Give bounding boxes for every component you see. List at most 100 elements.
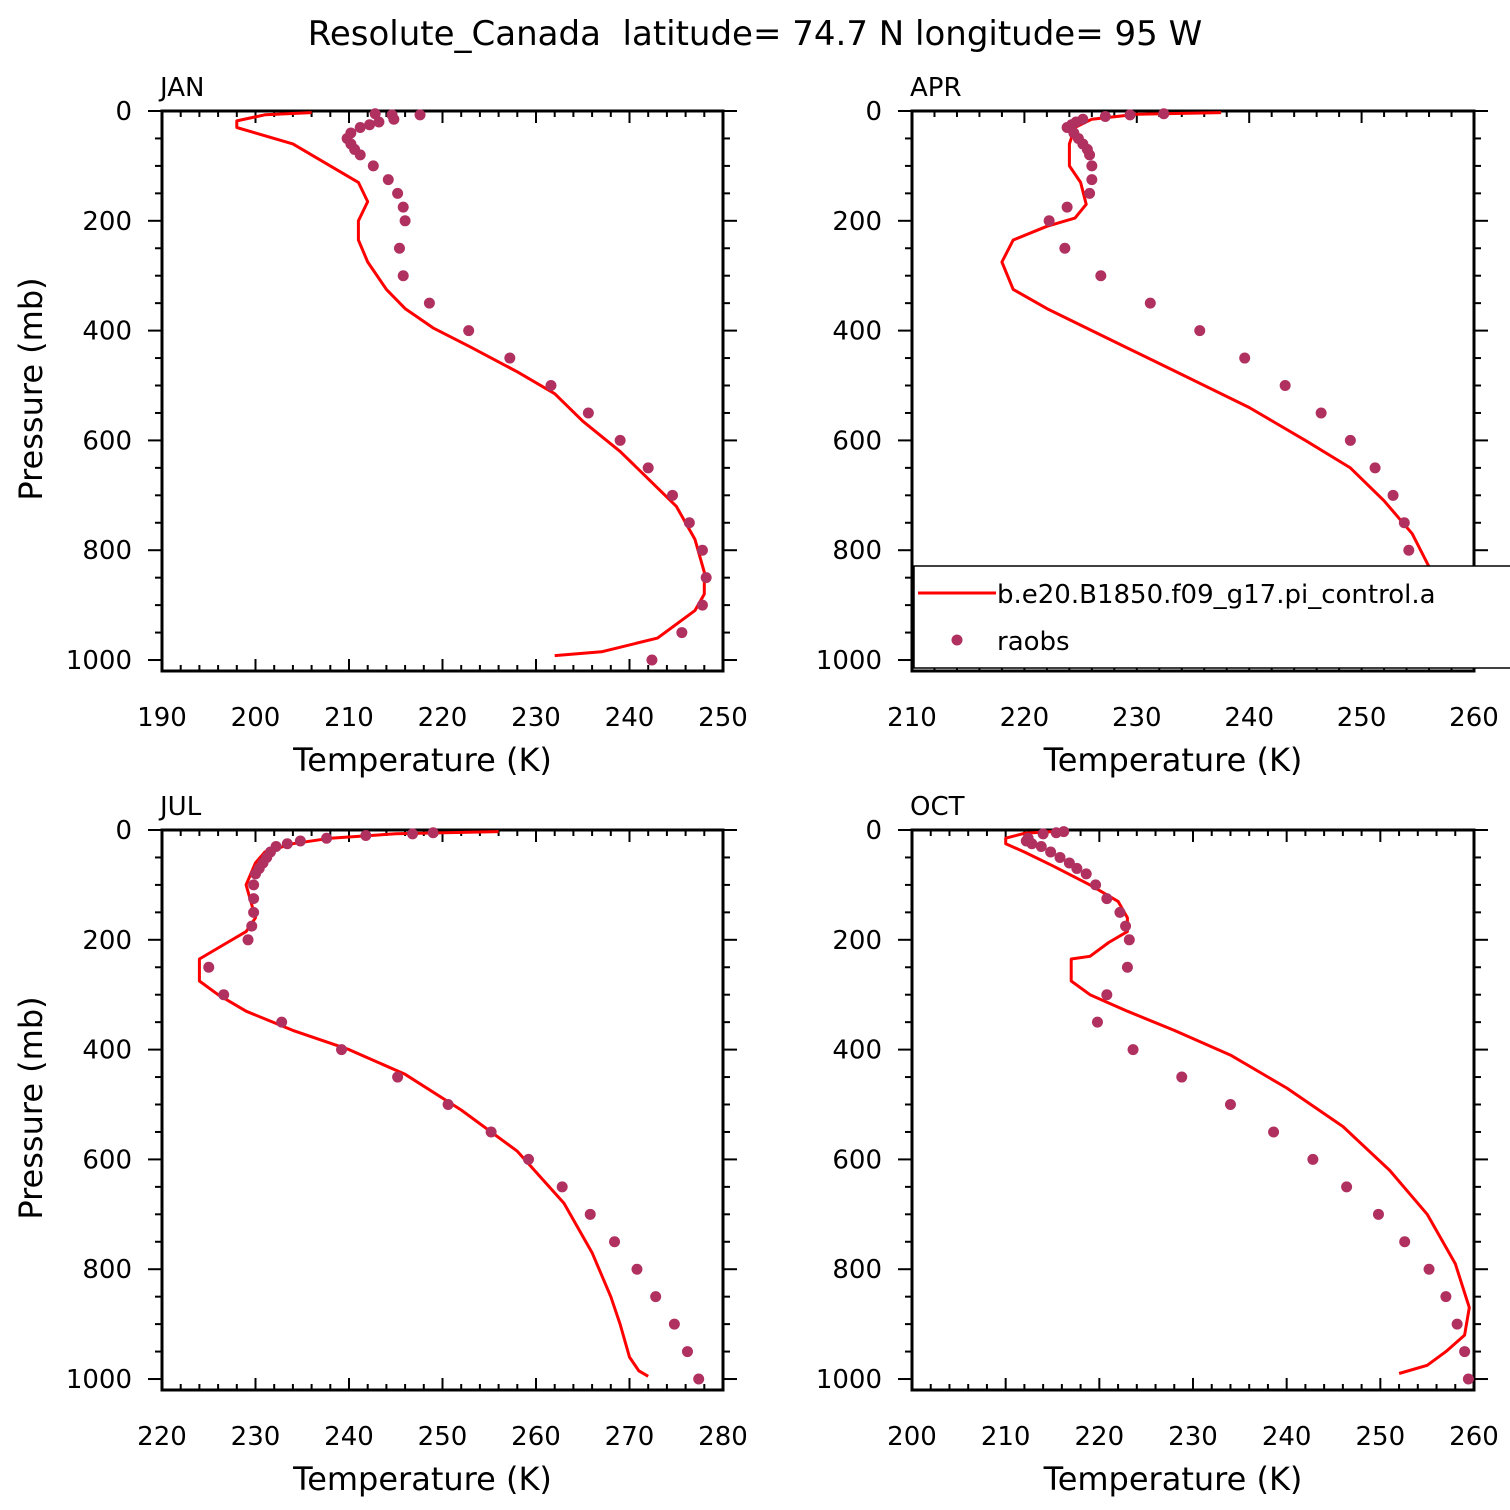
raobs-point bbox=[1398, 517, 1410, 529]
raobs-point bbox=[1045, 846, 1057, 858]
raobs-point bbox=[1268, 1126, 1280, 1138]
raobs-point bbox=[609, 1236, 621, 1248]
raobs-point bbox=[250, 868, 261, 880]
raobs-point bbox=[336, 1044, 348, 1056]
x-tick-label: 230 bbox=[1168, 1422, 1218, 1452]
y-tick-label: 0 bbox=[115, 97, 132, 127]
raobs-point bbox=[407, 828, 419, 840]
y-tick-label: 0 bbox=[865, 816, 882, 846]
model-profile-line bbox=[235, 111, 706, 658]
raobs-point bbox=[218, 989, 230, 1001]
raobs-point bbox=[1315, 407, 1327, 419]
legend-label-model: b.e20.B1850.f09_g17.pi_control.a bbox=[997, 580, 1436, 610]
raobs-point bbox=[1101, 893, 1113, 905]
x-tick-label: 270 bbox=[605, 1422, 655, 1452]
raobs-point bbox=[463, 325, 475, 337]
raobs-point bbox=[1372, 1208, 1384, 1220]
raobs-point bbox=[1091, 1016, 1103, 1028]
raobs-point bbox=[1224, 1099, 1236, 1111]
y-tick-label: 200 bbox=[82, 926, 132, 956]
x-tick-label: 260 bbox=[1449, 703, 1499, 733]
legend-marker-swatch bbox=[951, 634, 963, 646]
raobs-point bbox=[246, 920, 258, 932]
y-tick-label: 400 bbox=[832, 1036, 882, 1066]
raobs-point bbox=[523, 1153, 535, 1165]
plot-frame bbox=[160, 109, 725, 673]
raobs-point bbox=[1059, 242, 1071, 254]
raobs-point bbox=[1123, 934, 1135, 946]
x-tick-label: 250 bbox=[1337, 703, 1387, 733]
raobs-point bbox=[1144, 297, 1156, 309]
raobs-point bbox=[504, 352, 516, 364]
x-tick-label: 250 bbox=[418, 1422, 468, 1452]
raobs-point bbox=[1127, 1044, 1139, 1056]
x-tick-label: 260 bbox=[511, 1422, 561, 1452]
raobs-point bbox=[545, 380, 557, 392]
raobs-point bbox=[442, 1099, 454, 1111]
y-tick-label: 600 bbox=[82, 426, 132, 456]
raobs-point bbox=[1451, 1318, 1463, 1330]
raobs-point bbox=[1369, 462, 1381, 474]
x-axis-label: Temperature (K) bbox=[292, 1460, 552, 1498]
raobs-point bbox=[367, 160, 379, 172]
model-profile-line bbox=[197, 830, 649, 1378]
y-tick-label: 400 bbox=[832, 317, 882, 347]
raobs-point bbox=[294, 835, 306, 847]
x-tick-label: 280 bbox=[698, 1422, 748, 1452]
panel-jan: JAN 190 200 210 220 230 240 250 0 200 400 600 800 100… bbox=[12, 73, 748, 779]
raobs-point bbox=[1101, 989, 1113, 1001]
raobs-point bbox=[392, 187, 404, 199]
raobs-point bbox=[696, 544, 708, 556]
raobs-point bbox=[556, 1181, 568, 1193]
raobs-point bbox=[1095, 270, 1107, 282]
raobs-point bbox=[582, 407, 594, 419]
x-tick-label: 210 bbox=[324, 703, 374, 733]
raobs-point bbox=[364, 119, 376, 131]
raobs-point bbox=[584, 1208, 596, 1220]
raobs-point bbox=[321, 832, 333, 844]
x-axis-label: Temperature (K) bbox=[292, 741, 552, 779]
y-axis-label: Pressure (mb) bbox=[12, 996, 50, 1219]
x-tick-label: 230 bbox=[511, 703, 561, 733]
y-tick-label: 600 bbox=[82, 1145, 132, 1175]
y-axis-label: Pressure (mb) bbox=[12, 277, 50, 500]
raobs-point bbox=[693, 1373, 705, 1385]
raobs-point bbox=[1114, 906, 1126, 918]
y-tick-label: 800 bbox=[82, 1255, 132, 1285]
raobs-point bbox=[354, 149, 366, 161]
raobs-point bbox=[203, 961, 215, 973]
panel-apr: APR 210 220 230 240 250 260 0 200 400 600 800 1000 Te… bbox=[816, 73, 1510, 779]
legend-box bbox=[913, 565, 1510, 669]
raobs-point bbox=[1080, 868, 1092, 880]
raobs-point bbox=[700, 572, 712, 584]
raobs-point bbox=[1086, 160, 1098, 172]
raobs-point bbox=[1050, 827, 1062, 839]
x-axis-label: Temperature (K) bbox=[1043, 741, 1303, 779]
legend-label-raobs: raobs bbox=[997, 627, 1070, 657]
raobs-point bbox=[1084, 149, 1096, 161]
y-tick-label: 600 bbox=[832, 1145, 882, 1175]
x-tick-label: 240 bbox=[324, 1422, 374, 1452]
raobs-point bbox=[631, 1263, 643, 1275]
y-tick-label: 1000 bbox=[66, 1365, 132, 1395]
x-tick-label: 200 bbox=[887, 1422, 937, 1452]
x-tick-label: 240 bbox=[1262, 1422, 1312, 1452]
raobs-point bbox=[1037, 828, 1049, 840]
raobs-point bbox=[1158, 108, 1170, 120]
raobs-point bbox=[1054, 851, 1066, 863]
raobs-point bbox=[414, 109, 426, 121]
raobs-point bbox=[1239, 352, 1251, 364]
x-tick-label: 220 bbox=[418, 703, 468, 733]
raobs-point bbox=[392, 1071, 404, 1083]
y-tick-label: 600 bbox=[832, 426, 882, 456]
panel-label: JUL bbox=[158, 792, 202, 822]
raobs-point bbox=[1090, 879, 1102, 891]
raobs-point bbox=[1043, 215, 1055, 227]
raobs-point bbox=[1279, 380, 1291, 392]
panels: JAN 190 200 210 220 230 240 250 0 200 400 600 800 100… bbox=[12, 73, 1510, 1498]
x-tick-label: 210 bbox=[887, 703, 937, 733]
raobs-point bbox=[1344, 434, 1356, 446]
raobs-point bbox=[382, 174, 394, 186]
